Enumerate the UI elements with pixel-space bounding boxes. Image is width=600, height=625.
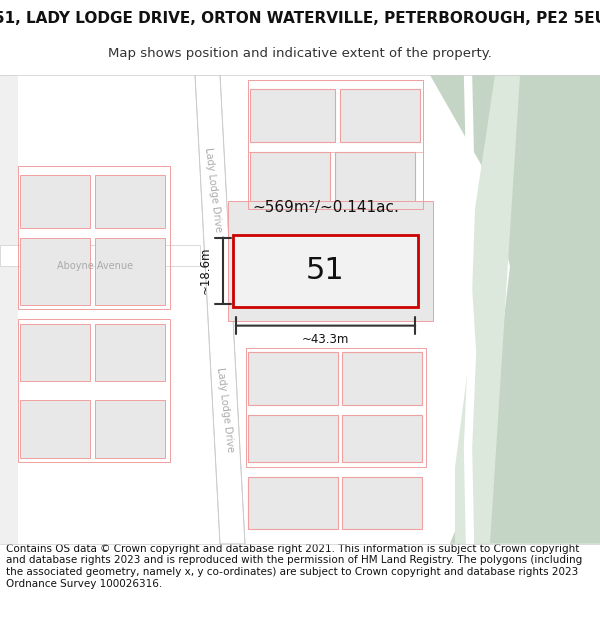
Bar	[20, 400, 90, 458]
Polygon shape	[455, 75, 520, 544]
Bar	[248, 352, 338, 405]
Text: Lady Lodge Drive: Lady Lodge Drive	[215, 367, 235, 452]
Bar	[246, 348, 426, 468]
Bar	[248, 80, 423, 209]
Bar	[335, 151, 415, 204]
Text: Contains OS data © Crown copyright and database right 2021. This information is : Contains OS data © Crown copyright and d…	[6, 544, 582, 589]
Text: Map shows position and indicative extent of the property.: Map shows position and indicative extent…	[108, 48, 492, 61]
Text: ~43.3m: ~43.3m	[302, 332, 349, 346]
Bar	[342, 414, 422, 462]
Bar	[18, 166, 170, 309]
Polygon shape	[195, 75, 245, 544]
Bar	[248, 80, 423, 151]
Bar	[0, 245, 200, 266]
Bar	[340, 89, 420, 142]
Polygon shape	[430, 75, 600, 544]
Bar	[228, 201, 433, 321]
Text: ~569m²/~0.141ac.: ~569m²/~0.141ac.	[252, 201, 399, 216]
Text: 51: 51	[306, 256, 345, 285]
Bar	[95, 176, 165, 228]
Bar	[20, 324, 90, 381]
Bar	[342, 352, 422, 405]
Text: 51, LADY LODGE DRIVE, ORTON WATERVILLE, PETERBOROUGH, PE2 5EU: 51, LADY LODGE DRIVE, ORTON WATERVILLE, …	[0, 11, 600, 26]
Text: ~18.6m: ~18.6m	[199, 247, 212, 294]
Bar	[248, 414, 338, 462]
Text: Lady Lodge Drive: Lady Lodge Drive	[203, 147, 223, 232]
Bar	[95, 324, 165, 381]
Text: Aboyne Avenue: Aboyne Avenue	[57, 261, 133, 271]
Bar	[250, 151, 330, 204]
Bar	[95, 400, 165, 458]
Bar	[342, 477, 422, 529]
Bar	[233, 235, 418, 306]
Bar	[18, 319, 170, 462]
Bar	[20, 176, 90, 228]
Bar	[95, 238, 165, 304]
Bar	[0, 75, 18, 544]
Bar	[250, 89, 335, 142]
Bar	[248, 477, 338, 529]
Bar	[20, 238, 90, 304]
